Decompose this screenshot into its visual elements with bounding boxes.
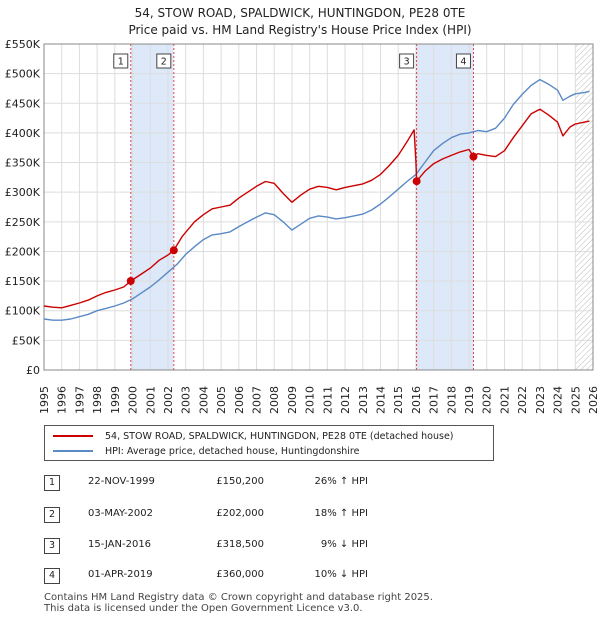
sale-period-band (130, 44, 174, 370)
x-tick-label: 2015 (392, 386, 405, 414)
footer-copyright: Contains HM Land Registry data © Crown c… (44, 592, 433, 603)
property-price-line (43, 108, 590, 309)
x-tick-label: 2016 (410, 386, 423, 414)
x-tick-label: 2025 (569, 386, 582, 414)
sale-marker-label: 4 (460, 57, 466, 68)
x-tick-label: 2023 (534, 386, 547, 414)
legend-item-property: 54, STOW ROAD, SPALDWICK, HUNTINGDON, PE… (53, 429, 454, 443)
sale-number-badge: 3 (44, 538, 60, 554)
x-tick-label: 1999 (109, 386, 122, 414)
sale-marker-box (455, 53, 471, 69)
sale-marker-box (113, 53, 129, 69)
x-tick-label: 2014 (374, 386, 387, 414)
x-tick-label: 1995 (38, 386, 51, 414)
x-tick-label: 2013 (357, 386, 370, 414)
x-tick-label: 2017 (428, 386, 441, 414)
sale-number-badge: 4 (44, 568, 60, 584)
x-tick-label: 2007 (251, 386, 264, 414)
sale-price: £360,000 (216, 569, 264, 580)
x-tick-label: 2019 (463, 386, 476, 414)
x-tick-label: 2018 (445, 386, 458, 414)
x-tick-label: 2009 (286, 386, 299, 414)
y-tick-label: £250K (5, 216, 41, 229)
x-tick-label: 2010 (304, 386, 317, 414)
sale-marker-label: 1 (118, 57, 124, 68)
legend-item-hpi: HPI: Average price, detached house, Hunt… (53, 444, 359, 458)
x-tick-label: 2021 (498, 386, 511, 414)
plot-frame (43, 43, 594, 371)
legend: 54, STOW ROAD, SPALDWICK, HUNTINGDON, PE… (44, 425, 494, 461)
y-tick-label: £100K (5, 305, 41, 318)
x-tick-label: 2024 (552, 386, 565, 414)
y-tick-label: £300K (5, 186, 41, 199)
sale-hpi-diff: 9% ↓ HPI (320, 539, 368, 550)
sale-date: 22-NOV-1999 (88, 476, 155, 487)
y-tick-label: £50K (12, 334, 41, 347)
legend-label-property: 54, STOW ROAD, SPALDWICK, HUNTINGDON, PE… (105, 430, 454, 442)
x-tick-label: 2026 (587, 386, 600, 414)
y-tick-label: £0 (26, 364, 40, 377)
x-tick-label: 1997 (73, 386, 86, 414)
sale-date: 01-APR-2019 (88, 569, 153, 580)
x-tick-label: 2011 (321, 386, 334, 414)
sale-row: 2 03-MAY-2002 £202,000 18% ↑ HPI (44, 507, 464, 525)
sale-marker-label: 3 (404, 57, 410, 68)
sale-price: £150,200 (216, 476, 264, 487)
x-tick-label: 1998 (91, 386, 104, 414)
forecast-hatch (575, 44, 593, 370)
sale-hpi-diff: 18% ↑ HPI (314, 508, 368, 519)
sale-date: 03-MAY-2002 (88, 508, 154, 519)
sale-period-band (416, 44, 474, 370)
plot-area (44, 44, 593, 370)
sale-row: 3 15-JAN-2016 £318,500 9% ↓ HPI (44, 538, 464, 556)
footer-licence: This data is licensed under the Open Gov… (44, 603, 363, 614)
hpi-line (43, 78, 590, 321)
x-tick-label: 1996 (56, 386, 69, 414)
y-tick-label: £450K (5, 97, 41, 110)
sale-point (126, 276, 135, 285)
sale-number-badge: 1 (44, 475, 60, 491)
x-tick-label: 2003 (180, 386, 193, 414)
sale-row: 4 01-APR-2019 £360,000 10% ↓ HPI (44, 568, 464, 586)
y-tick-label: £500K (5, 68, 41, 81)
x-tick-label: 2001 (144, 386, 157, 414)
legend-swatch-property (53, 435, 93, 437)
x-tick-label: 2002 (162, 386, 175, 414)
price-chart: 1 2 3 4 £0 £50K £100K £150K £200K £250K £300K £350K… (5, 38, 600, 414)
y-tick-label: £150K (5, 275, 41, 288)
sale-number-badge: 2 (44, 507, 60, 523)
legend-swatch-hpi (53, 450, 93, 452)
x-tick-label: 2008 (268, 386, 281, 414)
sale-point (469, 152, 478, 161)
sale-date: 15-JAN-2016 (88, 539, 152, 550)
x-tick-label: 2000 (127, 386, 140, 414)
y-tick-label: £200K (5, 245, 41, 258)
chart-subtitle: Price paid vs. HM Land Registry's House … (128, 23, 472, 37)
x-tick-label: 2005 (215, 386, 228, 414)
x-tick-label: 2022 (516, 386, 529, 414)
legend-label-hpi: HPI: Average price, detached house, Hunt… (105, 445, 360, 457)
sale-marker-box (399, 53, 415, 69)
sale-hpi-diff: 26% ↑ HPI (314, 476, 368, 487)
sale-price: £318,500 (216, 539, 264, 550)
y-tick-label: £400K (5, 127, 41, 140)
sale-hpi-diff: 10% ↓ HPI (314, 569, 368, 580)
sale-price: £202,000 (216, 508, 264, 519)
sale-point (412, 177, 421, 186)
sale-marker-box (156, 53, 172, 69)
sale-point (169, 246, 178, 255)
x-tick-label: 2012 (339, 386, 352, 414)
sale-marker-label: 2 (161, 57, 167, 68)
chart-title: 54, STOW ROAD, SPALDWICK, HUNTINGDON, PE… (134, 6, 466, 20)
x-tick-label: 2006 (233, 386, 246, 414)
y-tick-label: £550K (5, 38, 41, 51)
x-tick-label: 2004 (197, 386, 210, 414)
sale-row: 1 22-NOV-1999 £150,200 26% ↑ HPI (44, 475, 464, 493)
y-tick-label: £350K (5, 157, 41, 170)
x-tick-label: 2020 (481, 386, 494, 414)
